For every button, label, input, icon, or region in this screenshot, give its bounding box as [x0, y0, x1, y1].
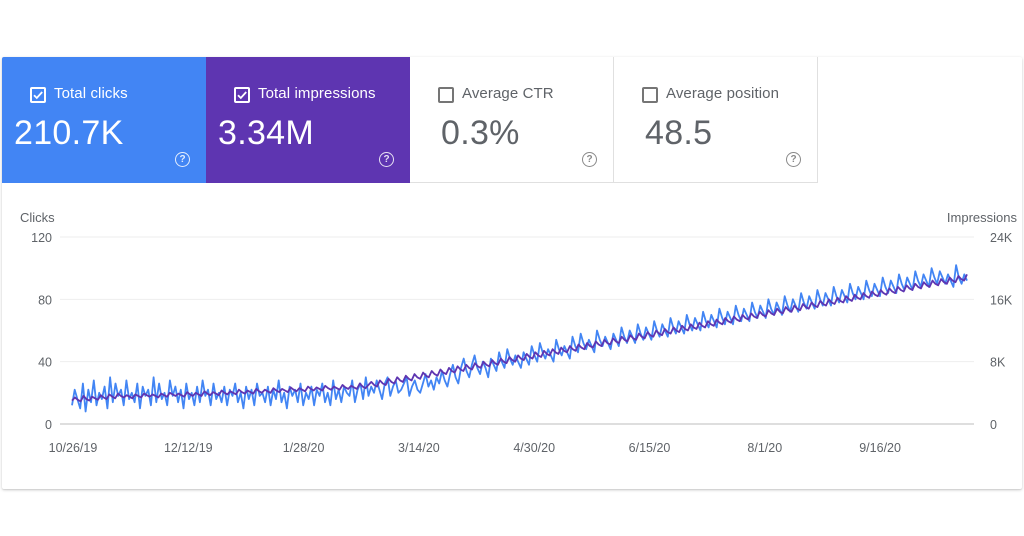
right-axis-title: Impressions	[947, 210, 1018, 225]
performance-card: Total clicks 210.7K ? Total impressions …	[2, 57, 1022, 489]
series-line-clicks	[71, 264, 968, 413]
checkbox-checked-icon[interactable]	[30, 87, 46, 103]
checkbox-unchecked-icon[interactable]	[438, 87, 454, 103]
metric-value: 48.5	[645, 114, 713, 152]
metric-label: Average CTR	[462, 85, 554, 102]
x-axis-ticks: 10/26/19 12/12/19 1/28/20 3/14/20 4/30/20 6/1…	[49, 441, 901, 455]
x-tick-label: 9/16/20	[859, 441, 901, 455]
x-tick-label: 10/26/19	[49, 441, 98, 455]
right-tick-label: 8K	[990, 356, 1006, 370]
metric-value: 3.34M	[218, 114, 314, 152]
left-axis-title: Clicks	[20, 210, 55, 225]
help-icon[interactable]: ?	[582, 152, 597, 167]
total-clicks-card[interactable]: Total clicks 210.7K ?	[2, 57, 206, 183]
left-tick-label: 120	[31, 231, 52, 245]
checkbox-checked-icon[interactable]	[234, 87, 250, 103]
average-position-card[interactable]: Average position 48.5 ?	[614, 57, 818, 183]
x-tick-label: 3/14/20	[398, 441, 440, 455]
performance-chart[interactable]: Clicks Impressions 0 40 80 120 0 8K 16K 24K 10…	[2, 183, 1022, 483]
left-tick-label: 40	[38, 356, 52, 370]
help-icon[interactable]: ?	[175, 152, 190, 167]
metric-label: Total clicks	[54, 85, 128, 102]
right-tick-label: 16K	[990, 293, 1013, 307]
left-tick-label: 0	[45, 418, 52, 432]
left-tick-label: 80	[38, 293, 52, 307]
checkbox-unchecked-icon[interactable]	[642, 87, 658, 103]
chart-lines	[71, 264, 968, 413]
average-ctr-card[interactable]: Average CTR 0.3% ?	[410, 57, 614, 183]
x-tick-label: 8/1/20	[747, 441, 782, 455]
metric-label: Average position	[666, 85, 780, 102]
series-line-impressions	[71, 274, 968, 403]
x-tick-label: 1/28/20	[283, 441, 325, 455]
help-icon[interactable]: ?	[786, 152, 801, 167]
total-impressions-card[interactable]: Total impressions 3.34M ?	[206, 57, 410, 183]
metric-label: Total impressions	[258, 85, 376, 102]
chart-grid	[60, 236, 974, 425]
x-tick-label: 12/12/19	[164, 441, 213, 455]
x-tick-label: 4/30/20	[513, 441, 555, 455]
right-tick-label: 0	[990, 418, 997, 432]
help-icon[interactable]: ?	[379, 152, 394, 167]
left-axis-ticks: 0 40 80 120	[31, 231, 52, 432]
right-tick-label: 24K	[990, 231, 1013, 245]
x-tick-label: 6/15/20	[629, 441, 671, 455]
metric-cards: Total clicks 210.7K ? Total impressions …	[2, 57, 1022, 183]
right-axis-ticks: 0 8K 16K 24K	[990, 231, 1013, 432]
metric-value: 0.3%	[441, 114, 520, 152]
metric-value: 210.7K	[14, 114, 124, 152]
